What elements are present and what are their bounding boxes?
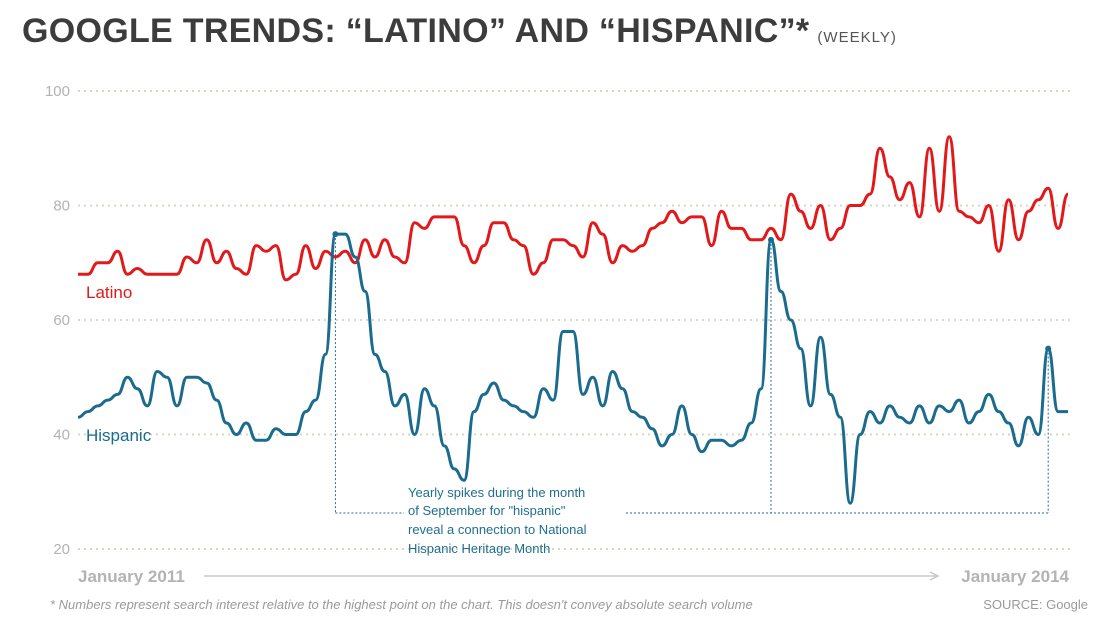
y-tick-label: 20 [53, 541, 70, 558]
x-end-label: January 2014 [961, 567, 1069, 586]
grid-layer [78, 90, 1070, 550]
annotation-line-2: of September for "hispanic" [408, 503, 566, 518]
chart-title: GOOGLE TRENDS: “LATINO” AND “HISPANIC”* (… [22, 12, 897, 51]
legend-hispanic: Hispanic [86, 426, 152, 445]
footnote: * Numbers represent search interest rela… [50, 597, 753, 612]
y-tick-label: 100 [45, 83, 70, 100]
annotation-group [332, 231, 1052, 514]
legend-latino: Latino [86, 283, 132, 302]
time-arrow-head [929, 571, 940, 581]
line-chart: 20 40 60 80 100 January 2011 January 2014 La… [45, 83, 1070, 586]
title-text: GOOGLE TRENDS: “LATINO” AND “HISPANIC”* [22, 12, 810, 50]
series-line-latino [78, 135, 1070, 282]
y-tick-label: 60 [53, 312, 70, 329]
x-start-label: January 2011 [78, 567, 185, 586]
annotation-line-3: reveal a connection to National [408, 522, 587, 537]
y-tick-label: 80 [53, 198, 70, 215]
annotation-line-1: Yearly spikes during the month [408, 485, 585, 500]
y-tick-label: 40 [53, 427, 70, 444]
series-line-hispanic [77, 232, 1068, 505]
annotation-line-4: Hispanic Heritage Month [408, 541, 550, 556]
y-axis: 20 40 60 80 100 [45, 83, 70, 558]
chart-subtitle: (WEEKLY) [817, 29, 897, 46]
source-credit: SOURCE: Google [983, 597, 1088, 612]
series-layer [77, 135, 1070, 505]
